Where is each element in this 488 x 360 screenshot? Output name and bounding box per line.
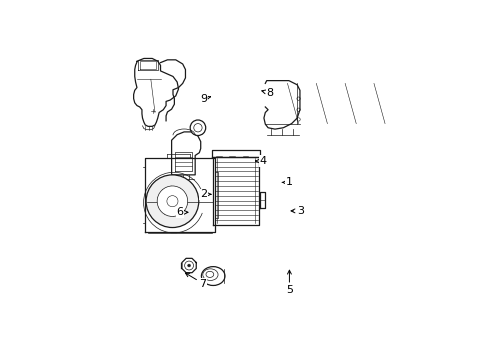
- Text: 7: 7: [185, 273, 206, 288]
- Text: 2: 2: [200, 189, 210, 199]
- Circle shape: [157, 186, 187, 216]
- Text: 3: 3: [290, 206, 304, 216]
- Text: 6: 6: [176, 207, 187, 217]
- Text: 8: 8: [261, 88, 273, 98]
- Polygon shape: [171, 132, 200, 175]
- Circle shape: [190, 120, 205, 135]
- Circle shape: [146, 175, 198, 228]
- Text: 5: 5: [285, 270, 292, 296]
- Text: 1: 1: [282, 177, 292, 187]
- Ellipse shape: [201, 267, 224, 285]
- Text: 9: 9: [200, 94, 210, 104]
- Circle shape: [166, 196, 178, 207]
- Text: 4: 4: [255, 156, 266, 166]
- Circle shape: [187, 264, 190, 267]
